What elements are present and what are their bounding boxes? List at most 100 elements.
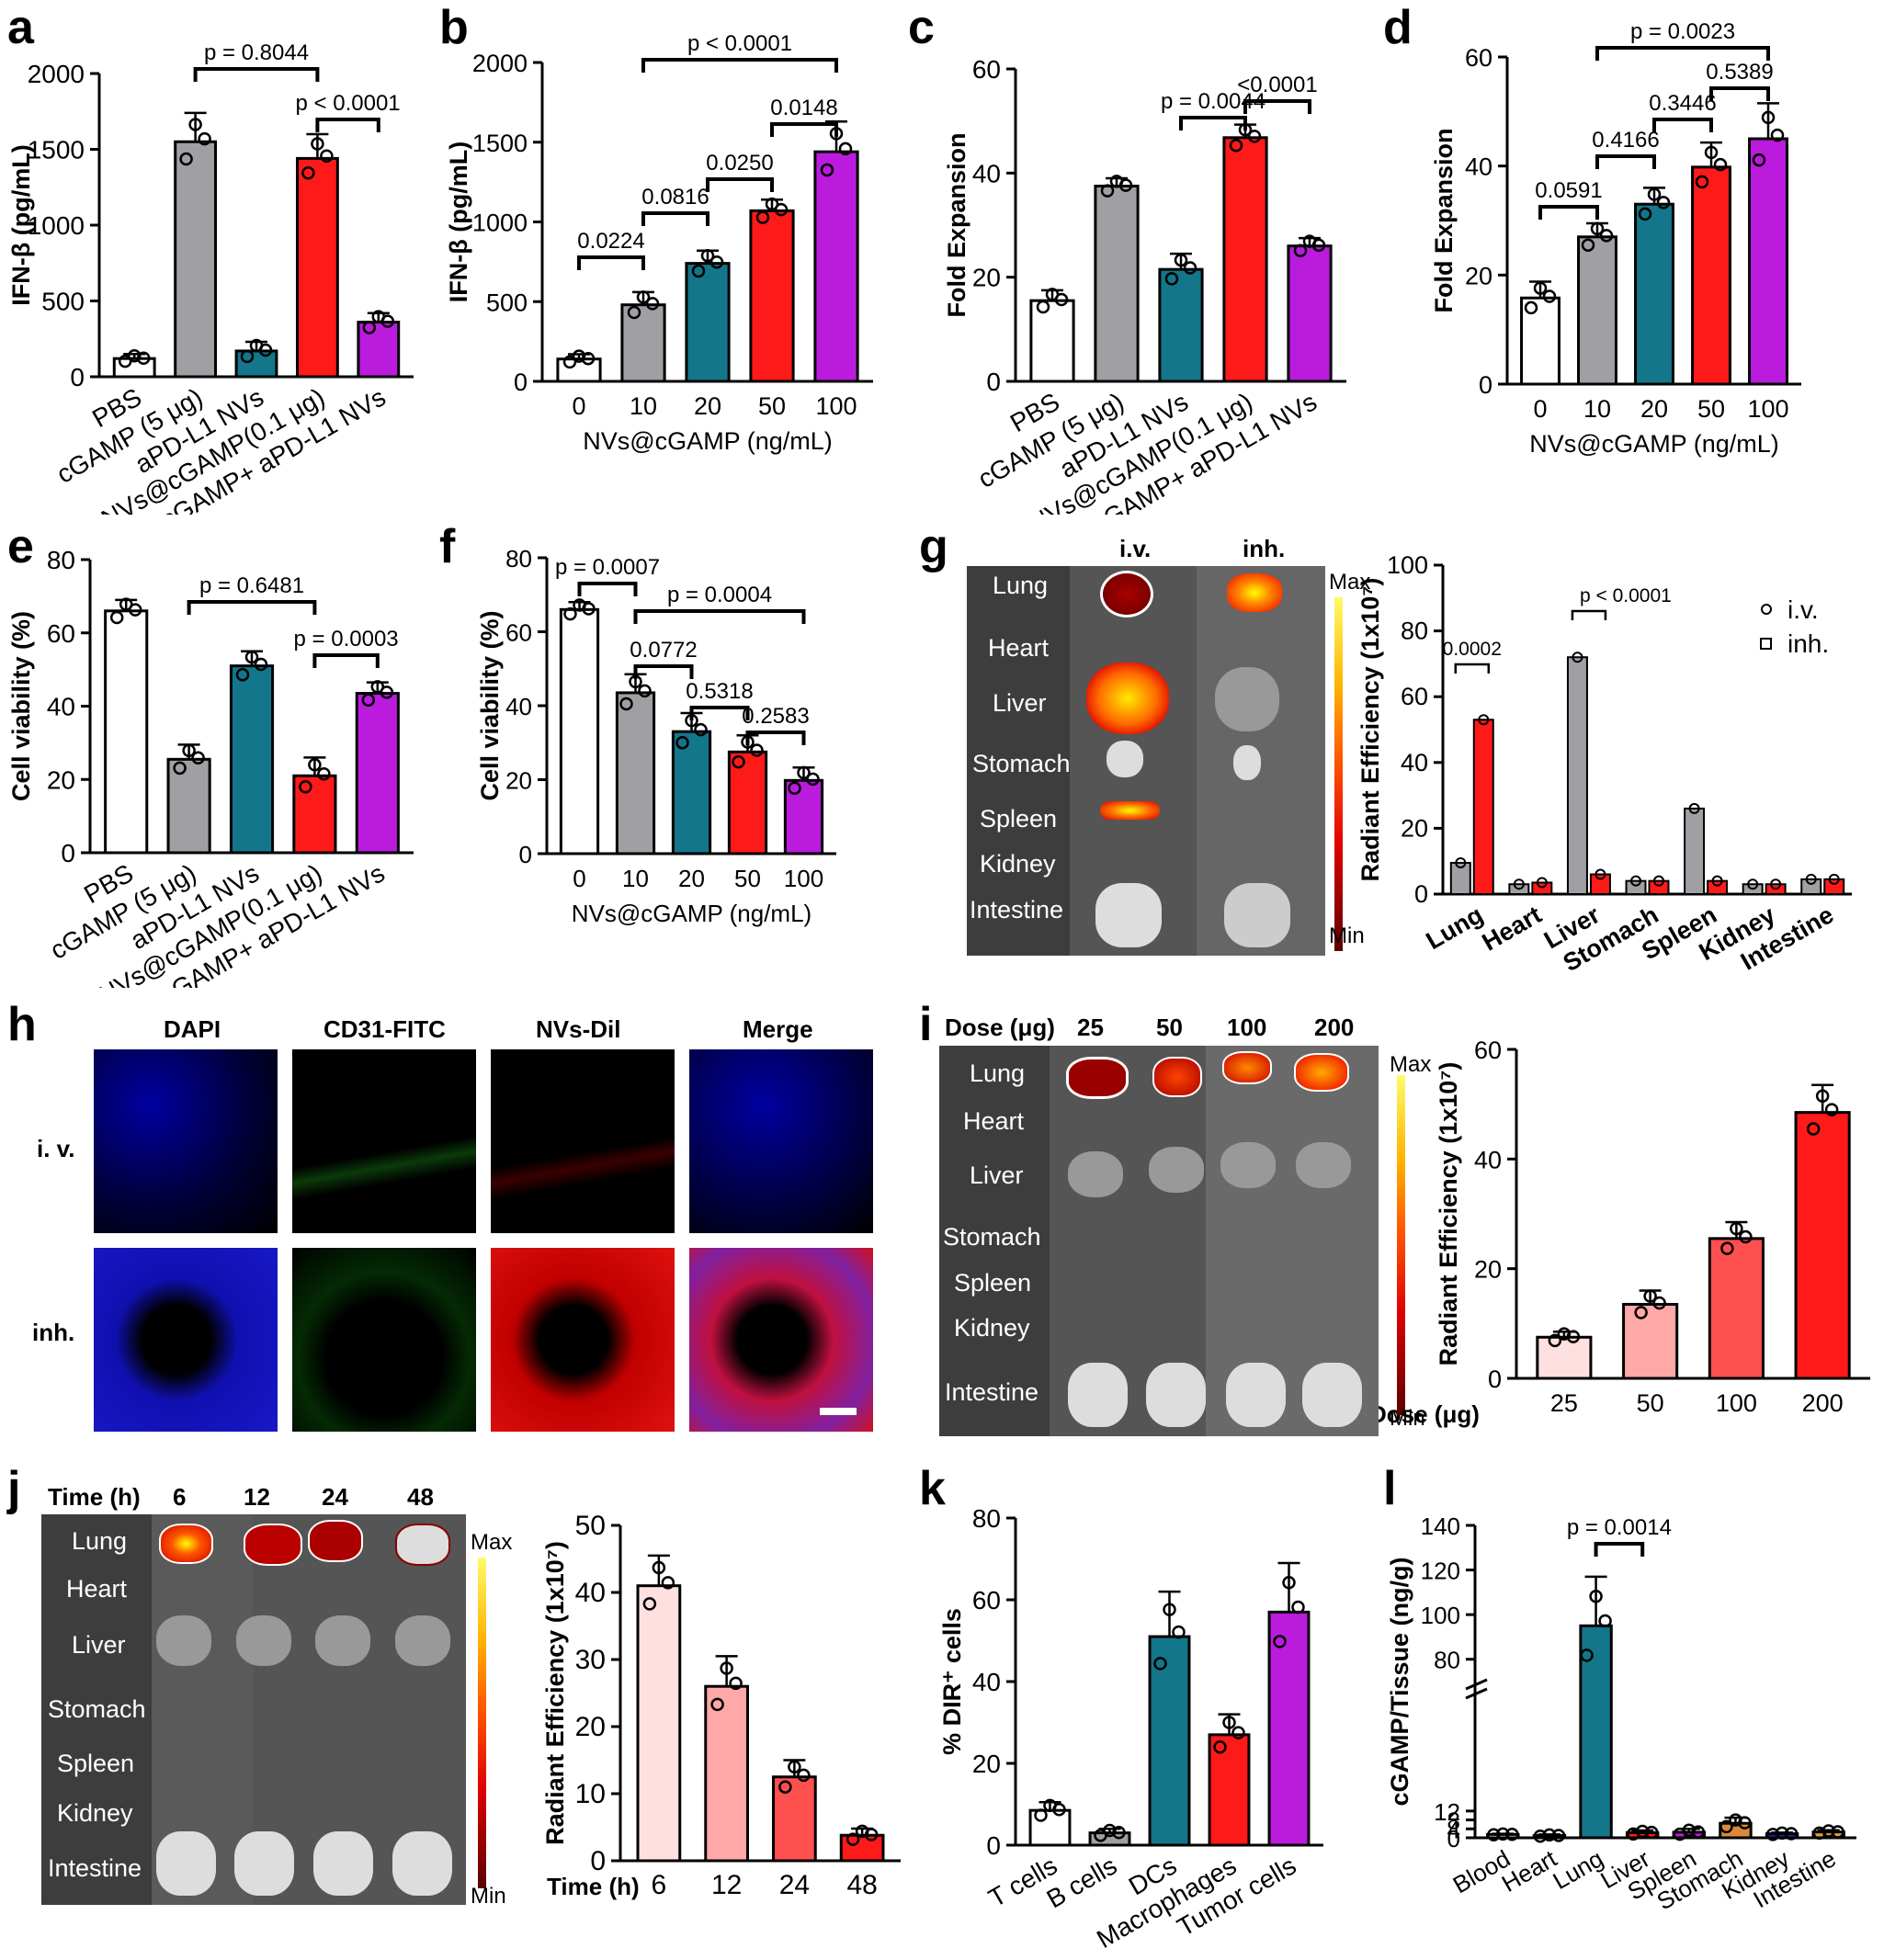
l-ytick-label: 140 bbox=[1421, 1512, 1460, 1540]
g-ivis-image bbox=[967, 566, 1325, 956]
g-p1-label: 0.0002 bbox=[1443, 639, 1502, 660]
g-ytick-label: 80 bbox=[1401, 617, 1428, 645]
c-bar bbox=[1094, 185, 1140, 383]
e-data-point bbox=[361, 693, 376, 707]
l-data-point bbox=[1580, 1648, 1594, 1662]
a-data-point bbox=[198, 131, 211, 146]
b-xtick-label: 10 bbox=[630, 392, 657, 420]
j-colorbar bbox=[478, 1558, 486, 1888]
l-data-point bbox=[1775, 1826, 1789, 1841]
b-p2-label: 0.0816 bbox=[641, 185, 709, 210]
c-data-point bbox=[1302, 234, 1317, 248]
f-xtick-label: 100 bbox=[784, 865, 823, 892]
l-data-point bbox=[1533, 1830, 1548, 1843]
i-colorbar bbox=[1397, 1075, 1405, 1415]
c-data-point bbox=[1293, 244, 1308, 258]
f-p4-label: 0.2583 bbox=[742, 704, 809, 729]
b-p4-label: 0.0148 bbox=[770, 96, 837, 120]
h-col-cd31: CD31-FITC bbox=[323, 1015, 446, 1043]
j-bar bbox=[636, 1584, 682, 1863]
c-ytick-label: 60 bbox=[972, 55, 1001, 84]
i-data-point bbox=[1652, 1296, 1666, 1310]
g-data-point bbox=[1770, 878, 1782, 890]
f-bar bbox=[671, 730, 712, 855]
e-data-point bbox=[173, 761, 187, 776]
h-inh-merge-image bbox=[689, 1248, 873, 1432]
e-data-point bbox=[317, 767, 331, 781]
j-data-point bbox=[855, 1824, 869, 1839]
d-p5-bracket bbox=[1595, 46, 1770, 61]
k-data-point bbox=[1163, 1603, 1176, 1616]
b-data-point bbox=[645, 297, 660, 311]
e-bar bbox=[166, 757, 211, 855]
j-col-24: 24 bbox=[322, 1483, 348, 1511]
j-organ-liver: Liver bbox=[72, 1631, 126, 1659]
panel-label-d: d bbox=[1383, 1, 1413, 54]
i-colorbar-min: Min bbox=[1390, 1406, 1425, 1431]
b-ytick-label: 500 bbox=[486, 289, 528, 316]
l-ytick-label: 4 bbox=[1447, 1816, 1460, 1843]
f-data-point bbox=[797, 765, 811, 780]
panel-label-e: e bbox=[7, 520, 34, 573]
f-bar bbox=[727, 750, 768, 855]
a-data-point bbox=[301, 165, 315, 180]
f-bar bbox=[615, 691, 656, 855]
b-ytick-label: 0 bbox=[514, 368, 528, 396]
i-data-point bbox=[1720, 1241, 1734, 1255]
b-bar bbox=[685, 262, 731, 383]
i-data-point bbox=[1643, 1289, 1657, 1303]
j-data-point bbox=[661, 1576, 675, 1590]
panel-label-b: b bbox=[439, 1, 469, 54]
b-p5-bracket bbox=[641, 58, 838, 73]
f-data-point bbox=[732, 754, 745, 769]
panel-label-f: f bbox=[439, 520, 456, 573]
k-bar bbox=[1148, 1635, 1191, 1847]
e-p2-bracket bbox=[312, 653, 380, 668]
a-data-point bbox=[362, 321, 377, 334]
k-data-point bbox=[1291, 1600, 1305, 1614]
g-bar bbox=[1684, 807, 1706, 896]
e-data-point bbox=[235, 667, 250, 682]
e-data-point bbox=[182, 743, 196, 757]
i-data-point bbox=[1730, 1221, 1743, 1236]
d-p2-label: 0.4166 bbox=[1592, 128, 1659, 153]
j-ytick-label: 0 bbox=[590, 1846, 606, 1876]
g-legend-inh-label: inh. bbox=[1788, 629, 1829, 658]
panel-label-h: h bbox=[7, 998, 37, 1051]
j-colorbar-min: Min bbox=[471, 1884, 506, 1909]
f-xtick-label: 50 bbox=[734, 865, 761, 892]
k-data-point bbox=[1153, 1657, 1167, 1671]
g-xtick-label: Lung bbox=[1422, 901, 1488, 955]
g-p1-bracket bbox=[1454, 663, 1491, 674]
k-data-point bbox=[1282, 1576, 1296, 1590]
j-organ-stomach: Stomach bbox=[48, 1695, 146, 1723]
g-bar bbox=[1472, 719, 1494, 895]
g-ytick-label: 100 bbox=[1387, 551, 1428, 579]
b-data-point bbox=[627, 305, 641, 320]
h-iv-dapi-image bbox=[94, 1049, 278, 1233]
c-data-point bbox=[1174, 253, 1188, 267]
l-p1-bracket bbox=[1594, 1542, 1645, 1557]
j-ytick-label: 50 bbox=[575, 1511, 606, 1541]
b-p3-label: 0.0250 bbox=[706, 151, 773, 176]
k-ytick-label: 20 bbox=[972, 1750, 1001, 1778]
g-xtick-label: Heart bbox=[1478, 901, 1547, 956]
i-xtick-label: 100 bbox=[1716, 1389, 1757, 1417]
f-data-point bbox=[675, 736, 689, 750]
e-data-point bbox=[254, 657, 268, 672]
b-data-point bbox=[838, 142, 853, 156]
a-data-point bbox=[249, 338, 264, 353]
d-bar bbox=[1577, 235, 1617, 386]
g-data-point bbox=[1572, 651, 1583, 663]
a-p2-label: p < 0.0001 bbox=[296, 91, 401, 116]
g-ylabel: Radiant Efficiency (1x10⁷) bbox=[1356, 578, 1384, 882]
b-data-point bbox=[691, 264, 706, 278]
d-bar bbox=[1634, 202, 1674, 386]
e-bar bbox=[229, 664, 275, 855]
b-data-point bbox=[636, 290, 651, 304]
a-ytick-label: 0 bbox=[70, 363, 85, 391]
c-data-point bbox=[1247, 130, 1262, 143]
l-ytick-label: 8 bbox=[1447, 1807, 1460, 1835]
g-data-point bbox=[1478, 714, 1490, 726]
b-xtick-label: 50 bbox=[758, 392, 786, 420]
